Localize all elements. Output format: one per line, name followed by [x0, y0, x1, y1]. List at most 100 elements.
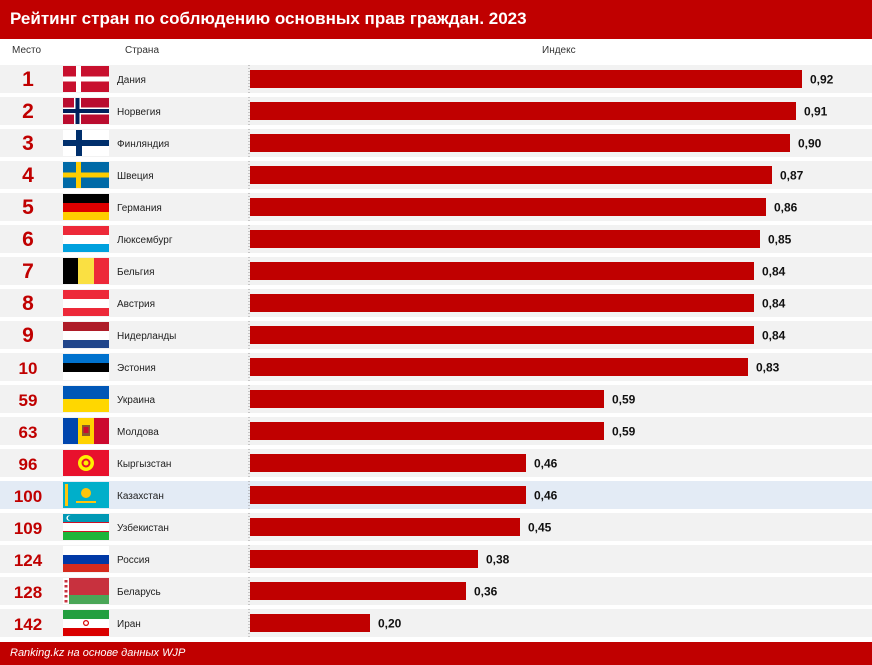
value-label: 0,91 [804, 105, 828, 119]
table-row: 100 Казахстан 0,46 [0, 481, 872, 509]
flag-germany-icon [63, 194, 109, 220]
value-label: 0,84 [762, 297, 786, 311]
table-row: 96 Кыргызстан 0,46 [0, 449, 872, 477]
table-row: 1 Дания 0,92 [0, 65, 872, 93]
bar [250, 422, 604, 440]
flag-austria-icon [63, 290, 109, 316]
bar [250, 230, 760, 248]
flag-iran-icon [63, 610, 109, 636]
table-row: 142 Иран 0,20 [0, 609, 872, 637]
table-row: 128 Беларусь 0,36 [0, 577, 872, 605]
country-label: Нидерланды [117, 331, 176, 342]
rank-label: 9 [22, 324, 34, 347]
table-row: 6 Люксембург 0,85 [0, 225, 872, 253]
country-label: Казахстан [117, 491, 164, 502]
bar [250, 262, 754, 280]
flag-denmark-icon [63, 66, 109, 92]
chart-title: Рейтинг стран по соблюдению основных пра… [10, 9, 527, 28]
rank-label: 3 [22, 132, 34, 155]
country-label: Австрия [117, 299, 155, 310]
table-row: 109 Узбекистан 0,45 [0, 513, 872, 541]
rank-label: 63 [19, 423, 38, 442]
rank-label: 124 [14, 551, 43, 570]
rank-label: 109 [14, 519, 42, 538]
country-label: Дания [117, 75, 146, 86]
country-label: Бельгия [117, 267, 155, 278]
country-label: Россия [117, 555, 150, 566]
flag-norway-icon [63, 98, 109, 124]
flag-estonia-icon [63, 354, 109, 380]
flag-sweden-icon [63, 162, 109, 188]
table-row: 4 Швеция 0,87 [0, 161, 872, 189]
value-label: 0,83 [756, 361, 780, 375]
flag-moldova-icon [63, 418, 109, 444]
rank-label: 2 [22, 100, 34, 123]
country-column-header: Страна [125, 45, 160, 56]
flag-belarus-icon [63, 578, 109, 604]
footer-bar: Ranking.kz на основе данных WJP [0, 642, 872, 665]
value-label: 0,85 [768, 233, 792, 247]
country-label: Норвегия [117, 107, 161, 118]
country-label: Кыргызстан [117, 459, 171, 470]
flag-finland-icon [63, 130, 109, 156]
flag-netherlands-icon [63, 322, 109, 348]
bar [250, 550, 478, 568]
rank-label: 128 [14, 583, 42, 602]
table-row: 8 Австрия 0,84 [0, 289, 872, 317]
table-row: 63 Молдова 0,59 [0, 417, 872, 445]
flag-ukraine-icon [63, 386, 109, 412]
bar-chart: 1 Дания 0,92 2 Норвегия 0,91 3 Финляндия 0,90 4 Шв… [0, 65, 872, 637]
rank-label: 5 [22, 196, 34, 219]
value-label: 0,92 [810, 73, 834, 87]
table-row: 124 Россия 0,38 [0, 545, 872, 573]
rank-label: 100 [14, 487, 42, 506]
value-label: 0,38 [486, 553, 510, 567]
table-row: 3 Финляндия 0,90 [0, 129, 872, 157]
flag-uzbekistan-icon [63, 514, 109, 540]
table-row: 5 Германия 0,86 [0, 193, 872, 221]
flag-russia-icon [63, 546, 109, 572]
bar [250, 390, 604, 408]
country-label: Швеция [117, 171, 154, 182]
value-label: 0,86 [774, 201, 798, 215]
value-label: 0,20 [378, 617, 402, 631]
country-label: Украина [117, 395, 156, 406]
country-label: Финляндия [117, 139, 169, 150]
bar [250, 198, 766, 216]
country-label: Иран [117, 619, 141, 630]
bar [250, 294, 754, 312]
value-label: 0,84 [762, 265, 786, 279]
table-row: 59 Украина 0,59 [0, 385, 872, 413]
table-row: 9 Нидерланды 0,84 [0, 321, 872, 349]
rank-label: 7 [22, 260, 34, 283]
value-label: 0,45 [528, 521, 552, 535]
bar [250, 454, 526, 472]
index-column-header: Индекс [542, 45, 576, 56]
value-label: 0,46 [534, 457, 558, 471]
country-label: Эстония [117, 363, 156, 374]
row-background [0, 609, 872, 637]
table-row: 2 Норвегия 0,91 [0, 97, 872, 125]
bar [250, 166, 772, 184]
rank-label: 142 [14, 615, 42, 634]
bar [250, 486, 526, 504]
bar [250, 326, 754, 344]
country-label: Беларусь [117, 587, 161, 598]
header-bar: Рейтинг стран по соблюдению основных пра… [0, 0, 872, 39]
value-label: 0,87 [780, 169, 804, 183]
rank-label: 1 [22, 68, 34, 91]
country-label: Германия [117, 203, 162, 214]
bar [250, 358, 748, 376]
value-label: 0,46 [534, 489, 558, 503]
table-row: 7 Бельгия 0,84 [0, 257, 872, 285]
flag-belgium-icon [63, 258, 109, 284]
value-label: 0,84 [762, 329, 786, 343]
rank-label: 10 [19, 359, 38, 378]
bar [250, 70, 802, 88]
bar [250, 614, 370, 632]
rank-column-header: Место [12, 45, 42, 56]
rank-label: 6 [22, 228, 34, 251]
bar [250, 102, 796, 120]
source-note: Ranking.kz на основе данных WJP [10, 647, 186, 659]
rank-label: 96 [19, 455, 38, 474]
